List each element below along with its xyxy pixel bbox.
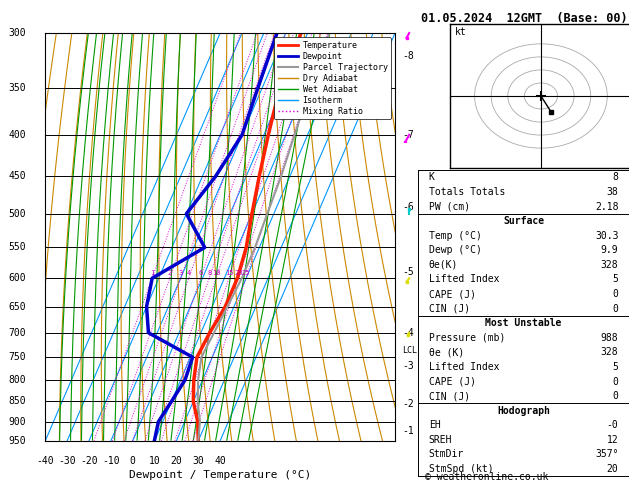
Text: K: K [429,173,435,182]
Text: -2: -2 [402,399,414,409]
Legend: Temperature, Dewpoint, Parcel Trajectory, Dry Adiabat, Wet Adiabat, Isotherm, Mi: Temperature, Dewpoint, Parcel Trajectory… [274,37,391,120]
Text: kt: kt [455,27,467,37]
Text: 0: 0 [613,391,618,401]
Text: © weatheronline.co.uk: © weatheronline.co.uk [425,472,548,482]
Text: 40: 40 [214,456,226,466]
Text: StmSpd (kt): StmSpd (kt) [429,464,493,474]
Text: 550: 550 [8,243,26,252]
Text: -1: -1 [402,426,414,436]
Text: CIN (J): CIN (J) [429,304,470,313]
Text: 0: 0 [130,456,136,466]
Text: 10: 10 [148,456,160,466]
Text: LCL: LCL [402,346,417,355]
Text: EH: EH [429,420,440,430]
Text: 5: 5 [613,362,618,372]
Text: -5: -5 [402,267,414,278]
Text: 38: 38 [607,187,618,197]
Text: Surface: Surface [503,216,544,226]
Text: -20: -20 [80,456,98,466]
Text: Hodograph: Hodograph [497,406,550,416]
Text: SREH: SREH [429,435,452,445]
Text: 3: 3 [179,270,183,276]
Text: 328: 328 [601,260,618,270]
Text: Lifted Index: Lifted Index [429,362,499,372]
Text: Totals Totals: Totals Totals [429,187,505,197]
Text: 700: 700 [8,328,26,338]
Text: StmDir: StmDir [429,450,464,459]
Text: CAPE (J): CAPE (J) [429,289,476,299]
Text: -40: -40 [36,456,54,466]
Text: CAPE (J): CAPE (J) [429,377,476,386]
Text: 900: 900 [8,417,26,427]
Text: Dewp (°C): Dewp (°C) [429,245,482,255]
Text: 30.3: 30.3 [595,231,618,241]
Text: 300: 300 [8,28,26,38]
Text: 0: 0 [613,377,618,386]
Text: 6: 6 [198,270,203,276]
Text: Lifted Index: Lifted Index [429,275,499,284]
Text: 8: 8 [613,173,618,182]
Text: 20: 20 [170,456,182,466]
Text: 1: 1 [150,270,154,276]
Text: 988: 988 [601,333,618,343]
Text: 650: 650 [8,301,26,312]
Text: -4: -4 [402,328,414,338]
Text: 01.05.2024  12GMT  (Base: 00): 01.05.2024 12GMT (Base: 00) [421,12,628,25]
Text: 357°: 357° [595,450,618,459]
Text: 400: 400 [8,130,26,140]
Text: CIN (J): CIN (J) [429,391,470,401]
Text: 5: 5 [613,275,618,284]
Text: 0: 0 [613,304,618,313]
Text: 328: 328 [601,347,618,357]
Text: -0: -0 [607,420,618,430]
Text: Pressure (mb): Pressure (mb) [429,333,505,343]
Text: 15: 15 [225,270,233,276]
Text: 30: 30 [192,456,204,466]
Text: 0: 0 [613,289,618,299]
Text: 9.9: 9.9 [601,245,618,255]
Text: -3: -3 [402,362,414,371]
Text: Temp (°C): Temp (°C) [429,231,482,241]
Text: 750: 750 [8,352,26,362]
Text: 4: 4 [187,270,191,276]
Text: 12: 12 [607,435,618,445]
Text: -30: -30 [58,456,76,466]
Text: 350: 350 [8,83,26,92]
Text: -8: -8 [402,51,414,61]
Text: Mixing Ratio (g/kg): Mixing Ratio (g/kg) [420,186,429,288]
Text: 800: 800 [8,375,26,385]
Text: θe(K): θe(K) [429,260,458,270]
Text: -7: -7 [402,130,414,140]
Text: 20: 20 [234,270,243,276]
Text: -10: -10 [102,456,120,466]
Text: 500: 500 [8,209,26,219]
Text: 25: 25 [242,270,250,276]
Text: PW (cm): PW (cm) [429,202,470,211]
Text: 8: 8 [207,270,211,276]
Text: 2: 2 [167,270,172,276]
Text: -6: -6 [402,202,414,211]
Text: Dewpoint / Temperature (°C): Dewpoint / Temperature (°C) [129,470,311,480]
Text: θe (K): θe (K) [429,347,464,357]
Text: Most Unstable: Most Unstable [486,318,562,328]
Text: 600: 600 [8,273,26,283]
Text: 850: 850 [8,397,26,406]
Text: 10: 10 [212,270,220,276]
Text: 950: 950 [8,436,26,446]
Text: 450: 450 [8,172,26,181]
Text: 20: 20 [607,464,618,474]
Text: 2.18: 2.18 [595,202,618,211]
